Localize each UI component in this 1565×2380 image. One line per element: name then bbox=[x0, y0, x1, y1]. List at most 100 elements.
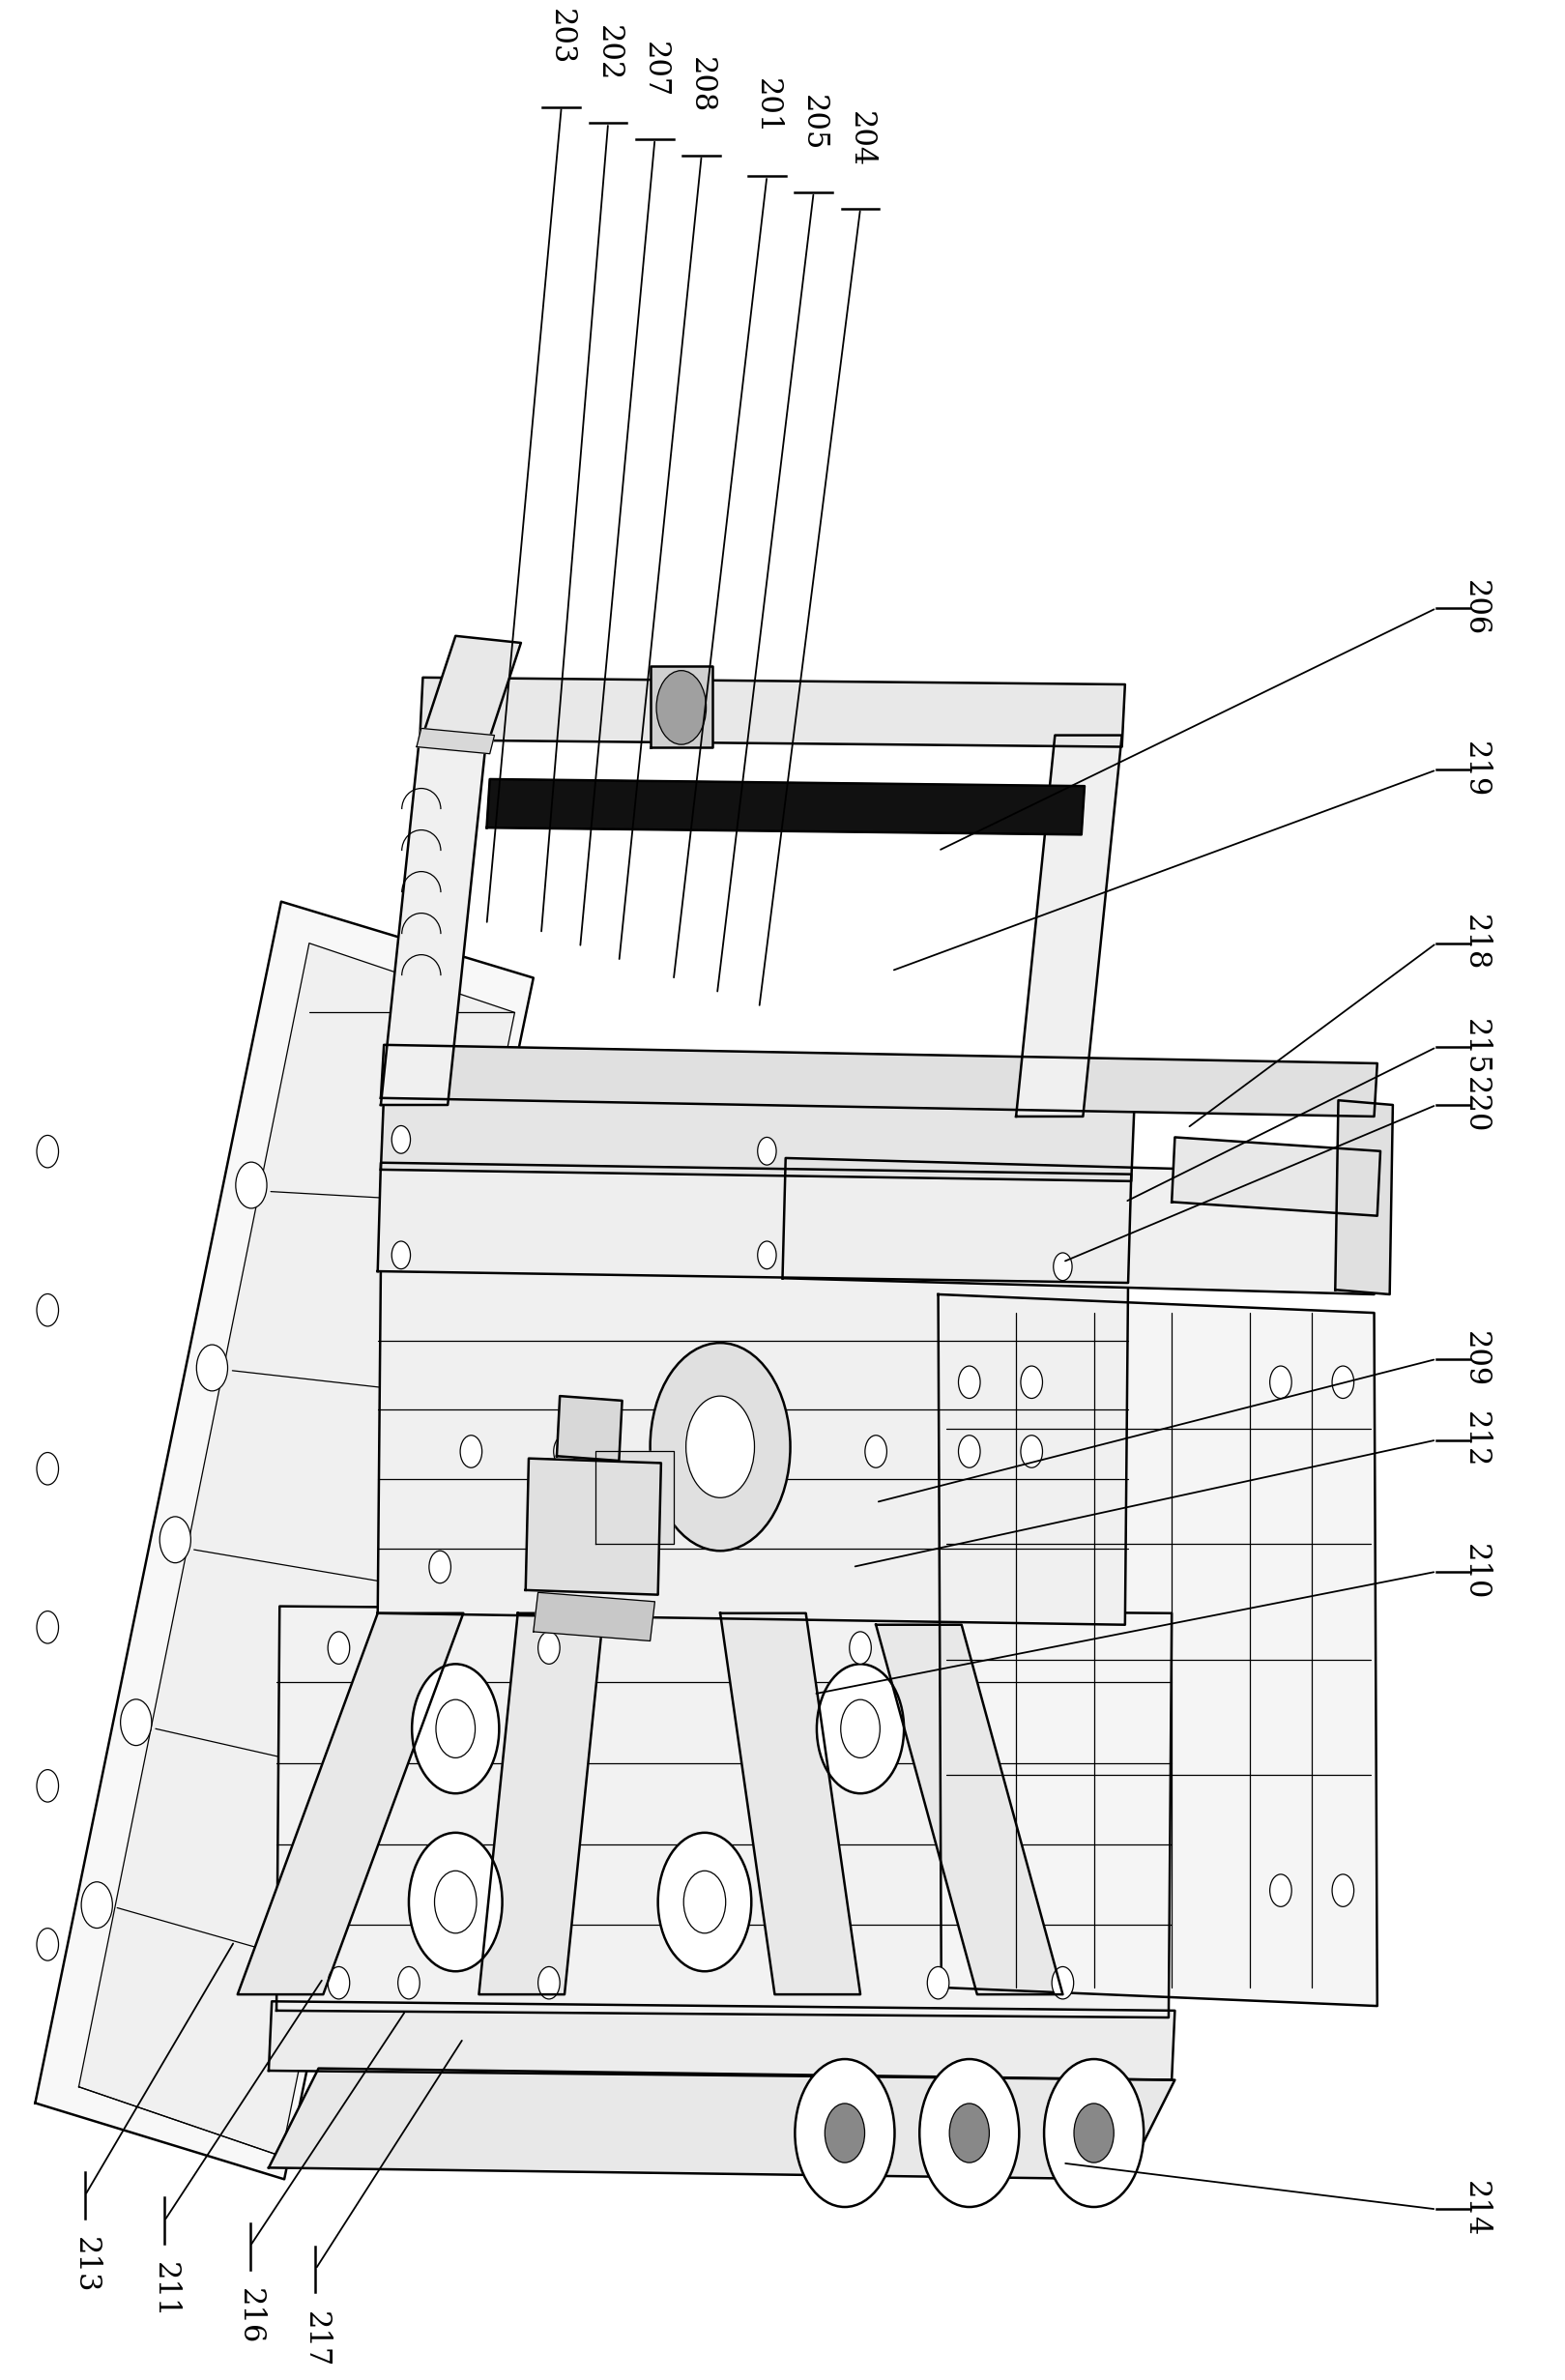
Text: 202: 202 bbox=[593, 24, 623, 81]
Polygon shape bbox=[78, 942, 515, 2156]
Polygon shape bbox=[269, 2002, 1175, 2080]
Circle shape bbox=[36, 1771, 58, 1802]
Circle shape bbox=[1269, 1366, 1291, 1399]
Text: 211: 211 bbox=[149, 2263, 180, 2318]
Circle shape bbox=[160, 1516, 191, 1564]
Circle shape bbox=[36, 1452, 58, 1485]
Polygon shape bbox=[720, 1614, 861, 1994]
Circle shape bbox=[398, 1966, 419, 1999]
Text: 204: 204 bbox=[845, 112, 875, 167]
Circle shape bbox=[1020, 1435, 1042, 1468]
Circle shape bbox=[460, 1435, 482, 1468]
Circle shape bbox=[840, 1699, 880, 1759]
Text: 213: 213 bbox=[70, 2237, 100, 2294]
Polygon shape bbox=[1016, 735, 1122, 1116]
Text: 216: 216 bbox=[235, 2287, 264, 2344]
Polygon shape bbox=[937, 1295, 1377, 2006]
Text: 217: 217 bbox=[300, 2311, 330, 2368]
Circle shape bbox=[649, 1342, 790, 1552]
Circle shape bbox=[36, 1135, 58, 1169]
Circle shape bbox=[391, 1126, 410, 1154]
Circle shape bbox=[1020, 1366, 1042, 1399]
Circle shape bbox=[1044, 2059, 1144, 2206]
Text: 206: 206 bbox=[1460, 581, 1490, 635]
Text: 219: 219 bbox=[1460, 743, 1490, 797]
Circle shape bbox=[685, 1397, 754, 1497]
Polygon shape bbox=[380, 1092, 1135, 1180]
Text: 218: 218 bbox=[1460, 914, 1490, 971]
Circle shape bbox=[408, 1833, 502, 1971]
Circle shape bbox=[656, 671, 706, 745]
Text: 201: 201 bbox=[751, 79, 782, 136]
Polygon shape bbox=[557, 1397, 623, 1461]
Polygon shape bbox=[526, 1459, 660, 1595]
Polygon shape bbox=[649, 666, 712, 747]
Circle shape bbox=[429, 1552, 451, 1583]
Circle shape bbox=[920, 2059, 1019, 2206]
Circle shape bbox=[437, 1699, 476, 1759]
Polygon shape bbox=[782, 1159, 1377, 1295]
Text: 214: 214 bbox=[1460, 2180, 1490, 2237]
Polygon shape bbox=[1335, 1100, 1393, 1295]
Circle shape bbox=[329, 1966, 349, 1999]
Polygon shape bbox=[1172, 1138, 1380, 1216]
Circle shape bbox=[1052, 1966, 1074, 1999]
Circle shape bbox=[391, 1242, 410, 1269]
Text: 220: 220 bbox=[1460, 1076, 1490, 1133]
Circle shape bbox=[757, 1242, 776, 1269]
Polygon shape bbox=[876, 1626, 1063, 1994]
Circle shape bbox=[538, 1966, 560, 1999]
Polygon shape bbox=[419, 678, 1125, 747]
Circle shape bbox=[1053, 1252, 1072, 1280]
Polygon shape bbox=[380, 735, 487, 1104]
Circle shape bbox=[1074, 2104, 1114, 2163]
Circle shape bbox=[197, 1345, 227, 1390]
Polygon shape bbox=[269, 2068, 1175, 2180]
Text: 207: 207 bbox=[640, 40, 670, 98]
Circle shape bbox=[36, 1611, 58, 1645]
Polygon shape bbox=[416, 728, 495, 754]
Circle shape bbox=[817, 1664, 905, 1795]
Circle shape bbox=[958, 1366, 980, 1399]
Circle shape bbox=[950, 2104, 989, 2163]
Circle shape bbox=[1332, 1875, 1354, 1906]
Polygon shape bbox=[34, 902, 534, 2180]
Text: 209: 209 bbox=[1460, 1330, 1490, 1388]
Polygon shape bbox=[377, 1266, 1128, 1626]
Text: 212: 212 bbox=[1460, 1411, 1490, 1468]
Circle shape bbox=[435, 1871, 477, 1933]
Circle shape bbox=[825, 2104, 865, 2163]
Polygon shape bbox=[534, 1592, 654, 1640]
Text: 208: 208 bbox=[687, 57, 717, 114]
Text: 215: 215 bbox=[1460, 1019, 1490, 1076]
Circle shape bbox=[657, 1833, 751, 1971]
Circle shape bbox=[865, 1435, 887, 1468]
Circle shape bbox=[684, 1871, 726, 1933]
Polygon shape bbox=[487, 778, 1085, 835]
Polygon shape bbox=[380, 1045, 1377, 1116]
Circle shape bbox=[412, 1664, 499, 1795]
Circle shape bbox=[36, 1295, 58, 1326]
Polygon shape bbox=[479, 1614, 604, 1994]
Text: 210: 210 bbox=[1460, 1542, 1490, 1599]
Circle shape bbox=[958, 1435, 980, 1468]
Circle shape bbox=[795, 2059, 895, 2206]
Circle shape bbox=[81, 1883, 113, 1928]
Circle shape bbox=[236, 1161, 268, 1209]
Text: 205: 205 bbox=[798, 95, 828, 150]
Circle shape bbox=[585, 1552, 607, 1583]
Polygon shape bbox=[421, 635, 521, 747]
Circle shape bbox=[329, 1633, 349, 1664]
Circle shape bbox=[1269, 1875, 1291, 1906]
Circle shape bbox=[36, 1928, 58, 1961]
Circle shape bbox=[850, 1633, 872, 1664]
Circle shape bbox=[928, 1966, 948, 1999]
Circle shape bbox=[554, 1435, 576, 1468]
Circle shape bbox=[538, 1633, 560, 1664]
Circle shape bbox=[757, 1138, 776, 1164]
Polygon shape bbox=[596, 1452, 673, 1545]
Circle shape bbox=[1332, 1366, 1354, 1399]
Polygon shape bbox=[277, 1607, 1172, 2018]
Text: 203: 203 bbox=[546, 10, 576, 64]
Polygon shape bbox=[238, 1614, 463, 1994]
